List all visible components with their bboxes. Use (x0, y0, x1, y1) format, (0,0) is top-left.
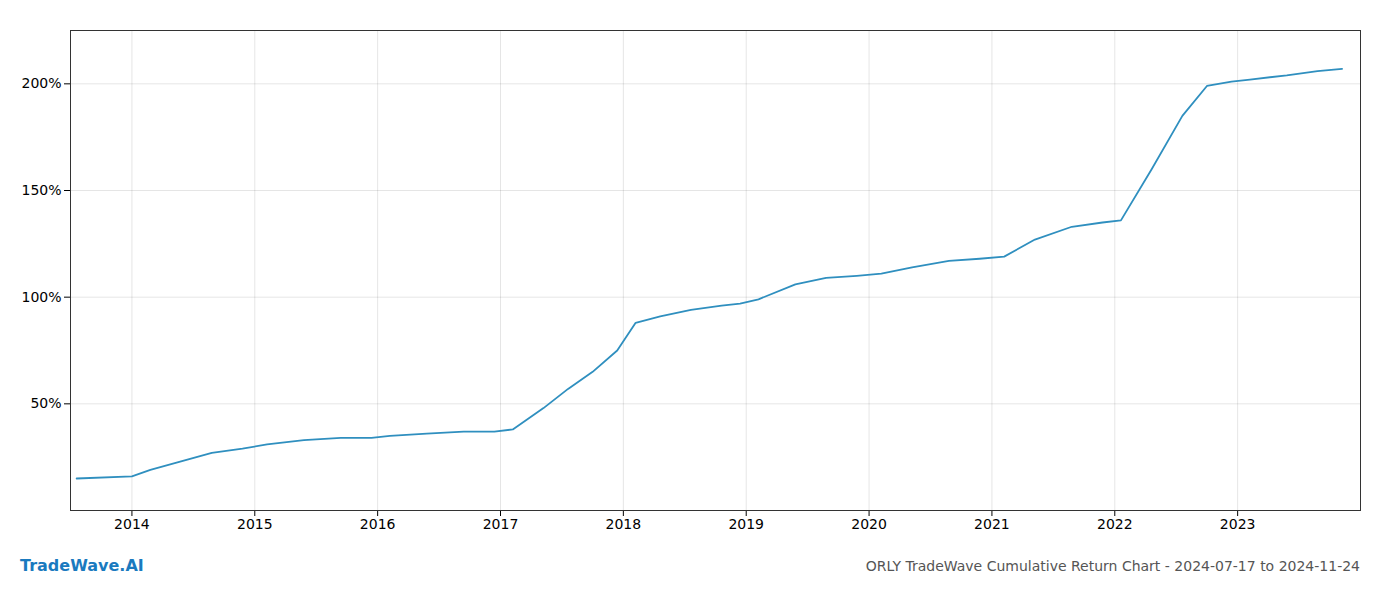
svg-text:100%: 100% (21, 289, 61, 305)
svg-text:2020: 2020 (851, 516, 887, 532)
svg-text:200%: 200% (21, 75, 61, 91)
svg-text:2015: 2015 (237, 516, 273, 532)
svg-text:50%: 50% (30, 395, 61, 411)
svg-text:2023: 2023 (1220, 516, 1256, 532)
svg-text:2022: 2022 (1097, 516, 1133, 532)
html-text:ORLY TradeWave Cumulative Retu: ORLY TradeWave Cumulative Return Chart -… (865, 557, 1360, 574)
svg-text:2017: 2017 (483, 516, 519, 532)
svg-text:2019: 2019 (728, 516, 764, 532)
svg-text:150%: 150% (21, 182, 61, 198)
svg-text:2021: 2021 (974, 516, 1010, 532)
svg-text:2016: 2016 (360, 516, 396, 532)
html-text:TradeWave.AI: TradeWave.AI (20, 556, 144, 575)
svg-text:2014: 2014 (114, 516, 150, 532)
svg-text:2018: 2018 (606, 516, 642, 532)
